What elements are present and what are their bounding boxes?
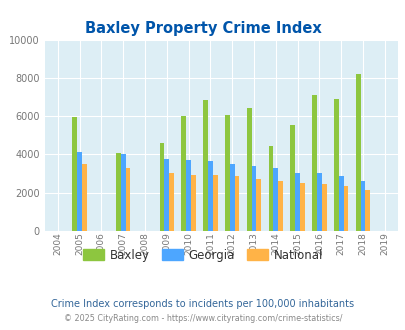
Bar [360, 181, 364, 231]
Bar [338, 177, 343, 231]
Bar [181, 116, 186, 231]
Bar [159, 143, 164, 231]
Bar [364, 190, 369, 231]
Bar [321, 184, 326, 231]
Bar [290, 125, 294, 231]
Bar [169, 173, 173, 231]
Bar [77, 151, 82, 231]
Bar [186, 160, 190, 231]
Bar [355, 74, 360, 231]
Bar [256, 179, 260, 231]
Bar [316, 173, 321, 231]
Bar [251, 166, 256, 231]
Bar [120, 154, 125, 231]
Bar [299, 183, 304, 231]
Bar [164, 159, 169, 231]
Bar [229, 164, 234, 231]
Bar [311, 95, 316, 231]
Bar [190, 175, 195, 231]
Bar [224, 115, 229, 231]
Bar [294, 173, 299, 231]
Bar [268, 146, 273, 231]
Bar [125, 168, 130, 231]
Text: Baxley Property Crime Index: Baxley Property Crime Index [84, 21, 321, 36]
Bar [207, 161, 212, 231]
Bar [202, 100, 207, 231]
Legend: Baxley, Georgia, National: Baxley, Georgia, National [78, 244, 327, 266]
Bar [212, 176, 217, 231]
Text: Crime Index corresponds to incidents per 100,000 inhabitants: Crime Index corresponds to incidents per… [51, 299, 354, 309]
Bar [82, 164, 87, 231]
Bar [277, 181, 282, 231]
Bar [116, 152, 120, 231]
Bar [273, 168, 277, 231]
Bar [246, 108, 251, 231]
Bar [343, 186, 347, 231]
Bar [333, 99, 338, 231]
Bar [72, 117, 77, 231]
Text: © 2025 CityRating.com - https://www.cityrating.com/crime-statistics/: © 2025 CityRating.com - https://www.city… [64, 314, 341, 323]
Bar [234, 177, 239, 231]
